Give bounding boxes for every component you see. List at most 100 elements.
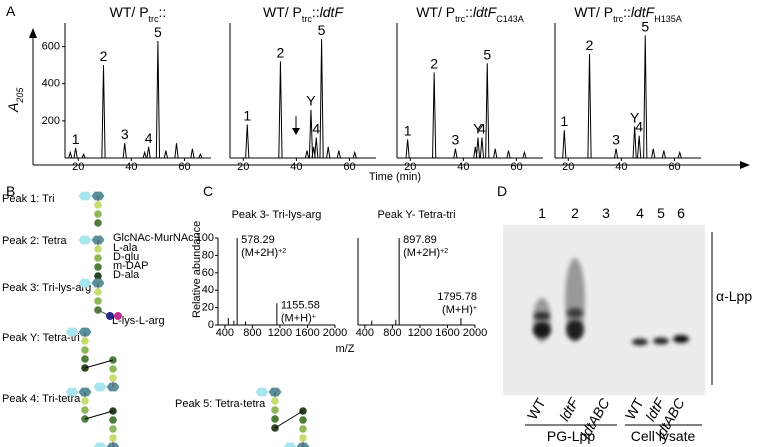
trace-title: WT/ Ptrc:: bbox=[110, 4, 167, 24]
legend-label: D-glu bbox=[113, 251, 139, 263]
title-part: WT/ P bbox=[110, 4, 149, 20]
panel-label: B bbox=[6, 183, 15, 199]
peak-label: 1 bbox=[404, 122, 412, 138]
blot bbox=[503, 225, 705, 395]
peak bbox=[146, 146, 151, 159]
peak bbox=[278, 61, 283, 159]
y-tick-label: 40 bbox=[202, 284, 214, 296]
x-tick-label: 40 bbox=[290, 161, 302, 173]
peak bbox=[163, 150, 168, 159]
peak-label: 3 bbox=[452, 132, 460, 148]
peak bbox=[73, 147, 78, 159]
peak-label: 4 bbox=[478, 121, 486, 137]
charge: + bbox=[312, 313, 316, 320]
sugar bbox=[65, 327, 79, 337]
band bbox=[673, 335, 689, 343]
band bbox=[653, 337, 669, 345]
peak-label: Y bbox=[630, 109, 640, 125]
residue bbox=[106, 312, 114, 320]
residue bbox=[94, 288, 102, 296]
panel-label: D bbox=[497, 183, 507, 199]
residue bbox=[81, 397, 89, 405]
peak bbox=[308, 109, 314, 159]
lane-number: 6 bbox=[677, 205, 685, 221]
y-axis-label: A205 bbox=[5, 87, 25, 113]
title-part: :: bbox=[159, 4, 167, 20]
peak-label: Y bbox=[306, 93, 316, 109]
sugar bbox=[93, 382, 107, 392]
peak bbox=[453, 148, 458, 159]
axis-arrow bbox=[29, 28, 37, 38]
lane-number: 3 bbox=[602, 205, 610, 221]
residue bbox=[271, 415, 279, 423]
ion-label: (M+2H)+2 bbox=[241, 247, 286, 259]
crosslink bbox=[84, 410, 114, 420]
crosslink bbox=[274, 410, 304, 429]
x-tick-label: 60 bbox=[510, 161, 522, 173]
sugar bbox=[78, 235, 92, 245]
legend-label: L-ala bbox=[113, 242, 138, 254]
charge: +2 bbox=[440, 248, 448, 255]
peak bbox=[336, 150, 341, 159]
peak-label: 5 bbox=[483, 46, 491, 62]
residue bbox=[109, 425, 117, 433]
sugar bbox=[78, 191, 92, 201]
peak-label: Y bbox=[473, 121, 483, 137]
y-axis-label: Relative abundance bbox=[191, 221, 203, 318]
residue bbox=[94, 254, 102, 262]
residue bbox=[81, 337, 89, 345]
x-tick-label: 40 bbox=[125, 161, 137, 173]
title-part: WT/ P bbox=[416, 4, 455, 20]
peak-name: Peak 4: Tri-tetra bbox=[2, 393, 81, 405]
band bbox=[534, 312, 550, 320]
mz-label: 1155.58 bbox=[281, 299, 320, 311]
peak-name: Peak 2: Tetra bbox=[2, 235, 67, 247]
axis-arrow bbox=[740, 161, 750, 169]
y-tick-label: 600 bbox=[42, 41, 60, 53]
peak bbox=[122, 143, 127, 159]
x-tick-label: 1600 bbox=[435, 327, 459, 339]
peak bbox=[245, 124, 250, 159]
peak bbox=[314, 137, 319, 159]
peak bbox=[155, 40, 161, 159]
residue bbox=[81, 346, 89, 354]
band bbox=[567, 308, 583, 318]
peak bbox=[485, 63, 490, 159]
peak bbox=[613, 148, 619, 159]
title-part: ldtF bbox=[320, 4, 345, 20]
peak bbox=[198, 153, 203, 159]
peak bbox=[174, 143, 179, 159]
x-tick-label: 1200 bbox=[268, 327, 292, 339]
x-tick-label: 20 bbox=[72, 161, 84, 173]
charge: + bbox=[473, 305, 477, 312]
residue bbox=[109, 416, 117, 424]
trace-title: WT/ Ptrc::ldtF bbox=[263, 4, 344, 24]
peak bbox=[304, 150, 310, 159]
residue bbox=[94, 272, 102, 280]
x-tick-label: 2000 bbox=[463, 327, 487, 339]
peak bbox=[522, 150, 527, 159]
x-tick-label: 40 bbox=[457, 161, 469, 173]
x-axis-label: m/Z bbox=[336, 343, 355, 355]
peak bbox=[475, 137, 481, 159]
title-part: WT/ P bbox=[263, 4, 302, 20]
x-tick-label: 800 bbox=[243, 327, 261, 339]
y-tick-label: 400 bbox=[42, 78, 60, 90]
lane-number: 5 bbox=[657, 205, 665, 221]
residue bbox=[299, 416, 307, 424]
band bbox=[566, 320, 584, 340]
x-tick-label: 20 bbox=[237, 161, 249, 173]
y-tick-label: 200 bbox=[42, 115, 60, 127]
x-tick-label: 60 bbox=[178, 161, 190, 173]
trace-title: WT/ Ptrc::ldtFC143A bbox=[416, 4, 524, 24]
y-axis-label-main: A bbox=[5, 103, 21, 113]
residue bbox=[299, 434, 307, 442]
peak bbox=[405, 139, 410, 159]
peak-label: 5 bbox=[318, 22, 326, 38]
peak bbox=[661, 150, 666, 159]
title-part: ldtF bbox=[473, 4, 498, 20]
residue bbox=[94, 201, 102, 209]
mz-label: 897.89 bbox=[403, 234, 437, 246]
band bbox=[533, 322, 551, 338]
title-part: :: bbox=[465, 4, 473, 20]
